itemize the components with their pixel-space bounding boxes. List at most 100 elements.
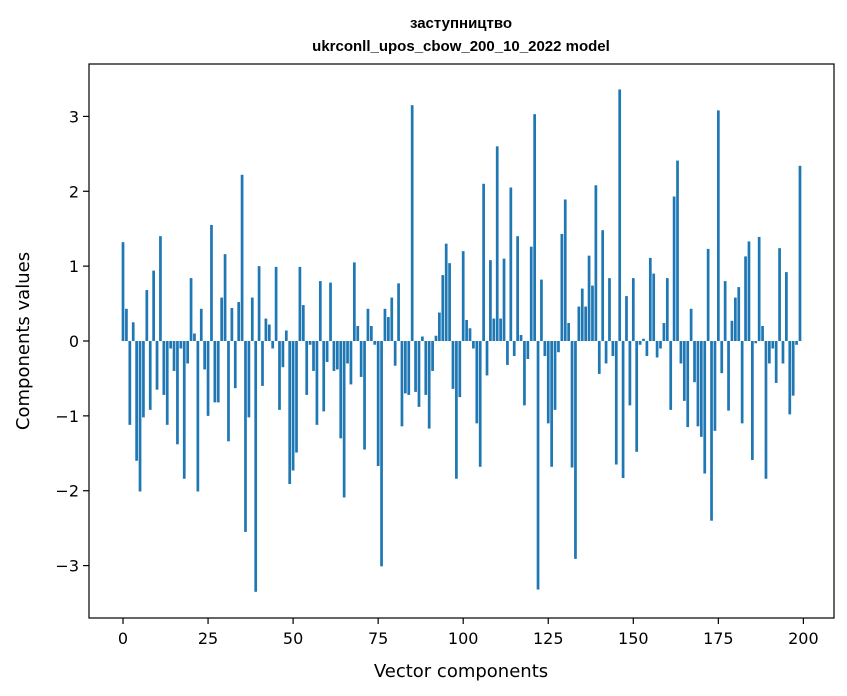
bar-36: [244, 341, 247, 532]
bar-72: [366, 308, 370, 341]
bar-47: [281, 341, 285, 368]
bar-48: [284, 330, 288, 341]
bar-10: [155, 341, 159, 390]
bar-94: [441, 275, 445, 341]
bar-181: [737, 287, 741, 341]
bar-29: [220, 297, 224, 341]
bar-197: [791, 341, 795, 396]
bar-26: [210, 224, 213, 341]
bar-147: [621, 341, 625, 479]
bar-150: [631, 278, 635, 341]
bar-153: [642, 338, 645, 341]
bar-83: [404, 341, 407, 394]
bar-128: [557, 341, 560, 353]
bar-159: [662, 323, 666, 341]
bar-146: [618, 89, 622, 341]
bar-152: [638, 341, 642, 345]
x-tick-label: 0: [118, 629, 128, 648]
bar-103: [472, 341, 475, 349]
bar-91: [431, 341, 434, 371]
bar-38: [250, 297, 254, 341]
bar-180: [733, 297, 737, 341]
bar-27: [213, 341, 217, 403]
bar-64: [339, 341, 343, 439]
bar-6: [142, 341, 145, 418]
bar-40: [257, 266, 261, 341]
bar-173: [710, 341, 713, 521]
bar-134: [577, 306, 581, 341]
bar-5: [138, 341, 142, 492]
bar-80: [393, 341, 397, 366]
bar-155: [648, 257, 652, 341]
bar-114: [509, 187, 513, 341]
bar-15: [172, 341, 176, 371]
bar-8: [148, 341, 152, 410]
bar-54: [305, 341, 309, 395]
bar-177: [723, 281, 727, 341]
bar-44: [271, 341, 275, 349]
bar-18: [182, 341, 186, 479]
bar-169: [696, 341, 700, 427]
bar-141: [601, 230, 605, 341]
bar-23: [199, 308, 203, 341]
bar-87: [417, 341, 421, 407]
bar-135: [580, 288, 584, 341]
bar-119: [526, 341, 530, 359]
bar-192: [774, 341, 778, 383]
y-tick-label: 0: [69, 332, 79, 351]
y-tick-label: 1: [69, 257, 79, 276]
bar-117: [519, 335, 523, 341]
bar-20: [189, 278, 193, 341]
bar-137: [587, 255, 591, 341]
x-tick-label: 75: [368, 629, 388, 648]
bar-161: [669, 341, 673, 410]
bar-61: [329, 282, 332, 341]
x-tick-label: 175: [703, 629, 734, 648]
bar-35: [240, 174, 244, 341]
bar-95: [444, 243, 448, 341]
bar-195: [785, 272, 788, 341]
bar-13: [165, 341, 169, 425]
bar-43: [267, 324, 271, 341]
bar-1: [125, 308, 128, 341]
bar-90: [427, 341, 431, 429]
bar-106: [482, 183, 485, 341]
y-axis-ticks: −3 −2 −1 0 1 2 3: [55, 107, 89, 576]
bar-187: [757, 236, 761, 341]
bar-11: [159, 236, 162, 341]
bar-41: [261, 341, 264, 386]
bar-125: [546, 341, 550, 424]
bar-69: [356, 326, 360, 341]
bar-100: [461, 251, 465, 341]
bar-59: [322, 341, 326, 412]
bar-144: [611, 341, 615, 356]
bar-162: [672, 196, 676, 341]
bar-112: [502, 258, 506, 341]
bar-175: [716, 110, 720, 341]
bar-157: [655, 341, 659, 358]
bar-184: [747, 241, 751, 341]
bar-9: [152, 270, 155, 341]
bar-122: [536, 341, 540, 590]
bar-76: [380, 341, 383, 567]
bar-45: [274, 266, 278, 341]
bar-109: [492, 318, 496, 341]
bar-186: [754, 341, 758, 344]
bar-176: [720, 341, 724, 374]
bar-143: [608, 278, 611, 341]
bar-82: [400, 341, 404, 427]
y-axis-label: Components values: [13, 252, 34, 430]
bars-group: [121, 89, 802, 592]
bar-30: [223, 254, 227, 341]
y-tick-label: 2: [69, 182, 79, 201]
bar-183: [744, 256, 747, 341]
bar-168: [693, 341, 696, 383]
bar-14: [169, 341, 173, 349]
bar-78: [387, 317, 390, 341]
bar-49: [288, 341, 292, 484]
y-tick-label: 3: [69, 107, 79, 126]
bar-50: [291, 341, 295, 471]
bar-199: [798, 165, 802, 341]
bar-149: [628, 341, 632, 406]
bar-62: [332, 341, 336, 371]
